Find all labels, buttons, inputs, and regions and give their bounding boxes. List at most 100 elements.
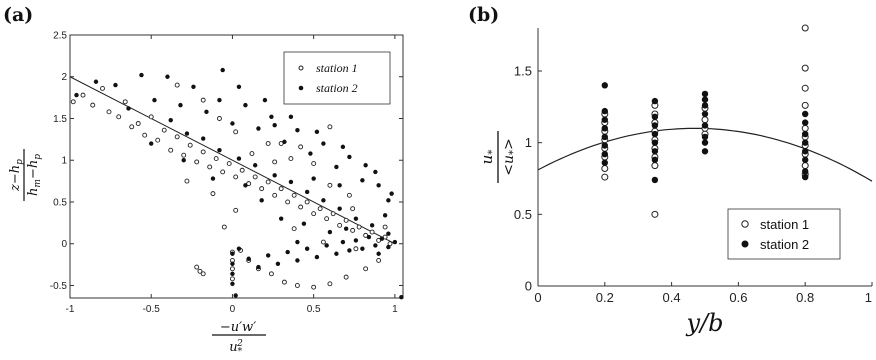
- panel-a-point-station-2: [259, 198, 264, 203]
- panel-a-point-station-2: [343, 226, 349, 231]
- panel-a-point-station-2: [230, 281, 235, 287]
- panel-a-point-station-2: [334, 164, 339, 170]
- panel-a-point-station-1: [174, 134, 180, 140]
- panel-a-y-tick-label: 1: [61, 156, 67, 167]
- panel-b-point-station-1: [801, 162, 809, 170]
- panel-a-point-station-2: [301, 221, 307, 226]
- panel-a-point-station-2: [369, 223, 375, 228]
- panel-a-point-station-2: [360, 178, 365, 183]
- panel-a-y-ticks: -0.5 0 0.5 1 1.5 2 2.5: [50, 31, 403, 292]
- panel-a-point-station-2: [217, 148, 222, 153]
- panel-a-series-station-2: [74, 67, 404, 300]
- panel-b-point-station-2: [651, 139, 659, 146]
- panel-a-point-station-1: [184, 178, 190, 184]
- panel-a-point-station-1: [129, 124, 135, 130]
- panel-a-y-label: z−hp hm−hp: [8, 149, 43, 201]
- panel-a-point-station-2: [256, 264, 261, 270]
- panel-a-x-tick-label: -1: [66, 304, 75, 315]
- panel-a-x-tick-label: 0.5: [307, 304, 321, 315]
- panel-a-label: (a): [3, 4, 33, 26]
- panel-a-point-station-1: [197, 268, 203, 274]
- panel-b-label: (b): [468, 4, 499, 26]
- panel-a-point-station-2: [278, 216, 284, 221]
- panel-a-point-station-1: [272, 192, 278, 198]
- panel-a-point-station-1: [330, 211, 336, 217]
- panel-a-point-station-1: [200, 149, 206, 155]
- panel-a-y-tick-label: 2.5: [53, 31, 67, 42]
- panel-a-point-station-2: [347, 248, 352, 253]
- panel-b-y-label-denominator: <u*>: [501, 138, 519, 175]
- panel-a-point-station-1: [343, 217, 349, 223]
- panel-a-point-station-1: [353, 246, 359, 252]
- panel-a-x-label-denominator: u*2: [229, 339, 243, 357]
- panel-a-point-station-2: [389, 191, 394, 196]
- panel-a-point-station-2: [295, 127, 300, 133]
- panel-a-point-station-1: [142, 132, 148, 138]
- panel-a-x-tick-label: 1: [392, 304, 398, 315]
- panel-a-point-station-1: [268, 271, 274, 277]
- panel-b-point-station-2: [601, 116, 608, 123]
- panel-a-point-station-1: [298, 204, 304, 210]
- panel-a-point-station-2: [262, 97, 268, 103]
- panel-a-legend: station 1 station 2: [283, 51, 391, 105]
- panel-a-point-station-2: [236, 246, 242, 251]
- panel-a-point-station-2: [252, 163, 258, 168]
- panel-a-point-station-2: [340, 144, 346, 150]
- panel-b-y-label: u* <u*>: [478, 131, 519, 183]
- panel-b-x-ticks: 0 0.2 0.4 0.6 0.8 1: [534, 282, 873, 305]
- panel-b-point-station-2: [701, 148, 709, 155]
- panel-a-point-station-1: [252, 174, 258, 180]
- panel-a-y-label-denominator: hm−hp: [26, 154, 43, 196]
- panel-a-point-station-1: [320, 239, 326, 245]
- panel-a-point-station-1: [213, 156, 219, 162]
- panel-a-point-station-1: [216, 116, 222, 121]
- panel-a-point-station-1: [337, 222, 343, 228]
- panel-a-point-station-1: [356, 224, 362, 230]
- panel-a-point-station-2: [184, 131, 190, 136]
- panel-a-point-station-1: [327, 124, 333, 130]
- panel-a-point-station-1: [294, 283, 300, 288]
- panel-a-point-station-1: [311, 211, 317, 217]
- panel-a-point-station-1: [221, 224, 227, 230]
- panel-b-point-station-2: [701, 90, 709, 98]
- panel-a-point-station-2: [168, 117, 173, 123]
- panel-a-point-station-2: [272, 122, 277, 128]
- panel-b-point-station-1: [651, 162, 659, 170]
- panel-a-legend-station-1: station 1: [316, 61, 358, 75]
- panel-a-point-station-2: [353, 216, 359, 221]
- panel-b-point-station-2: [651, 122, 659, 129]
- panel-a-point-station-2: [220, 67, 225, 73]
- panel-b-x-tick-label: 0.4: [663, 290, 681, 305]
- panel-a-point-station-2: [93, 79, 99, 84]
- panel-a-legend-station-2: station 2: [316, 81, 358, 95]
- panel-a-point-station-2: [230, 261, 235, 266]
- legend-a-filled-marker: [298, 85, 304, 91]
- panel-a-point-station-2: [217, 97, 222, 103]
- panel-a-point-station-1: [291, 226, 297, 232]
- panel-a-point-station-2: [165, 74, 170, 79]
- panel-a-y-tick-label: 1.5: [53, 114, 67, 125]
- panel-a-point-station-2: [373, 243, 378, 248]
- panel-a-point-station-1: [376, 257, 382, 263]
- panel-a-x-ticks: -1 -0.5 0 0.5 1: [66, 35, 398, 315]
- panel-b-point-station-1: [801, 64, 809, 72]
- panel-b-series-station-2: [601, 82, 809, 184]
- panel-a-point-station-1: [382, 224, 388, 230]
- panel-b-point-station-2: [701, 110, 709, 118]
- panel-a-point-station-1: [304, 199, 310, 205]
- panel-b-point-station-1: [701, 116, 709, 124]
- panel-a-point-station-2: [324, 243, 329, 248]
- panel-b-legend-station-1: station 1: [760, 217, 809, 232]
- panel-a-point-station-1: [298, 144, 304, 150]
- panel-b-y-tick-label: 0.5: [514, 207, 532, 222]
- panel-a-series-station-1: [70, 82, 393, 290]
- panel-a-x-label: −u′w′ u*2: [212, 320, 266, 357]
- panel-a-point-station-2: [347, 154, 352, 160]
- panel-b-point-station-1: [801, 24, 809, 32]
- panel-b-x-tick-label: 0.2: [596, 290, 614, 305]
- panel-a-point-station-2: [149, 141, 154, 146]
- panel-a-point-station-1: [272, 159, 278, 165]
- panel-a-point-station-1: [200, 97, 206, 103]
- panel-b-point-station-2: [802, 119, 809, 126]
- panel-a-x-tick-label: 0: [230, 304, 236, 315]
